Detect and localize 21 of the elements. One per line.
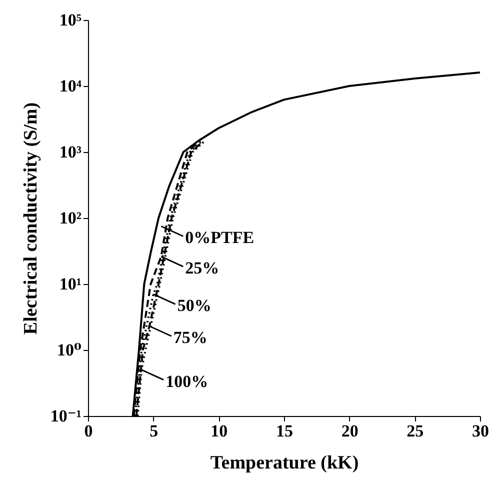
- y-tick-label: 10¹: [59, 274, 82, 294]
- y-tick-label: 10²: [59, 208, 82, 228]
- x-tick-label: 10: [210, 422, 228, 440]
- annotation: 0%PTFE: [185, 228, 254, 248]
- y-tick-label: 10⁵: [59, 10, 82, 30]
- y-tick-label: 10⁴: [59, 76, 82, 96]
- annotation: 100%: [166, 372, 208, 391]
- y-tick-label: 10⁻¹: [50, 406, 82, 426]
- x-tick-label: 25: [406, 422, 424, 440]
- x-axis-title: Temperature (kK): [210, 452, 359, 474]
- x-tick-label: 15: [276, 422, 293, 440]
- x-tick-label: 30: [472, 422, 489, 440]
- annotation: 75%: [173, 328, 208, 348]
- y-axis-title: Electrical conductivity (S/m): [20, 102, 42, 335]
- x-tick-label: 0: [84, 422, 93, 440]
- x-tick-label: 20: [341, 422, 358, 440]
- y-tick-label: 10³: [59, 142, 82, 162]
- y-tick-label: 10⁰: [57, 340, 82, 360]
- annotation: 25%: [185, 258, 220, 278]
- x-tick-label: 5: [150, 422, 158, 440]
- annotation: 50%: [177, 296, 212, 316]
